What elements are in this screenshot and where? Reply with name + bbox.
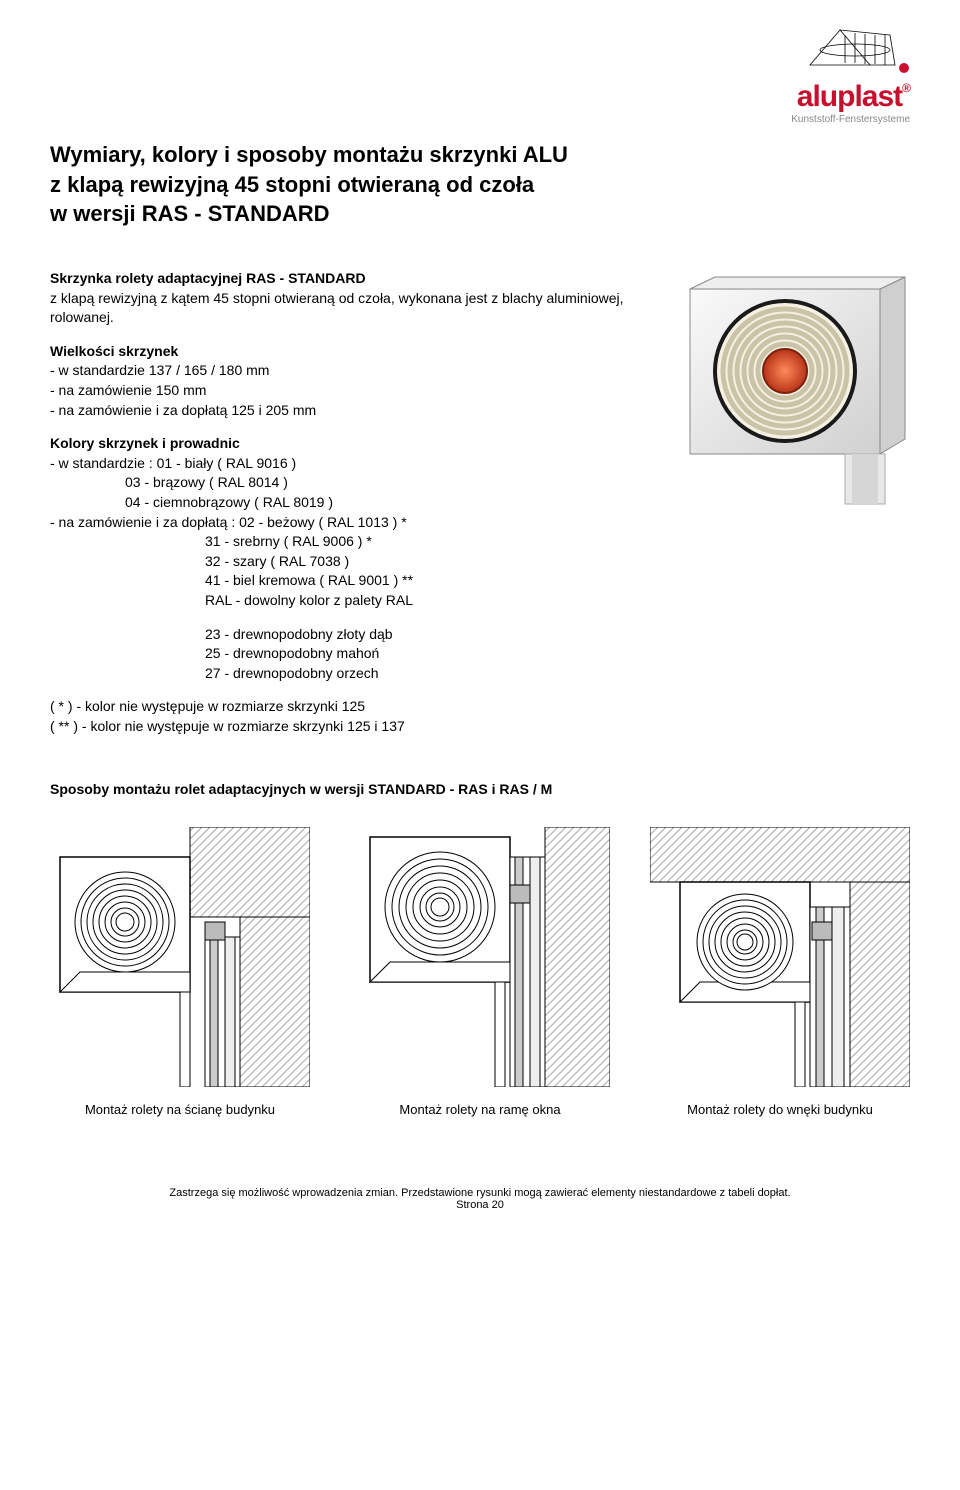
footer-line2: Strona 20 bbox=[456, 1199, 504, 1211]
color-o3: 32 - szary ( RAL 7038 ) bbox=[50, 553, 349, 569]
diagram-frame-icon bbox=[350, 827, 610, 1087]
footnotes: ( * ) - kolor nie występuje w rozmiarze … bbox=[50, 697, 650, 736]
text-column: Skrzynka rolety adaptacyjnej RAS - STAND… bbox=[50, 269, 650, 750]
content-row: Skrzynka rolety adaptacyjnej RAS - STAND… bbox=[50, 269, 910, 750]
title-line-3: w wersji RAS - STANDARD bbox=[50, 201, 330, 226]
page-title: Wymiary, kolory i sposoby montażu skrzyn… bbox=[50, 140, 910, 229]
color-o5: RAL - dowolny kolor z palety RAL bbox=[50, 592, 413, 608]
intro-paragraph: Skrzynka rolety adaptacyjnej RAS - STAND… bbox=[50, 269, 650, 328]
sizes-heading: Wielkości skrzynek bbox=[50, 343, 178, 359]
sizes-l3: - na zamówienie i za dopłatą 125 i 205 m… bbox=[50, 402, 316, 418]
std-prefix: - w standardzie : bbox=[50, 455, 157, 471]
logo-text: aluplast® bbox=[791, 82, 910, 112]
color-o2: 31 - srebrny ( RAL 9006 ) * bbox=[50, 533, 372, 549]
color-w3: 27 - drewnopodobny orzech bbox=[205, 665, 379, 681]
diagrams-row: Montaż rolety na ścianę budynku bbox=[50, 827, 910, 1117]
note-1: ( * ) - kolor nie występuje w rozmiarze … bbox=[50, 698, 365, 714]
logo-sketch-icon bbox=[800, 20, 910, 75]
footer-line1: Zastrzega się możliwość wprowadzenia zmi… bbox=[169, 1187, 790, 1199]
title-line-1: Wymiary, kolory i sposoby montażu skrzyn… bbox=[50, 142, 568, 167]
color-o1: 02 - beżowy ( RAL 1013 ) * bbox=[239, 514, 407, 530]
color-w1: 23 - drewnopodobny złoty dąb bbox=[205, 626, 393, 642]
colors-block: Kolory skrzynek i prowadnic - w standard… bbox=[50, 434, 650, 610]
intro-heading: Skrzynka rolety adaptacyjnej RAS - STAND… bbox=[50, 270, 366, 286]
brand-logo-area: aluplast® Kunststoff-Fenstersysteme bbox=[791, 20, 910, 125]
color-s3: 04 - ciemnobrązowy ( RAL 8019 ) bbox=[50, 494, 333, 510]
caption-3: Montaż rolety do wnęki budynku bbox=[650, 1102, 910, 1117]
colors-heading: Kolory skrzynek i prowadnic bbox=[50, 435, 240, 451]
note-2: ( ** ) - kolor nie występuje w rozmiarze… bbox=[50, 718, 405, 734]
color-s2: 03 - brązowy ( RAL 8014 ) bbox=[50, 474, 288, 490]
caption-1: Montaż rolety na ścianę budynku bbox=[50, 1102, 310, 1117]
sizes-l1: - w standardzie 137 / 165 / 180 mm bbox=[50, 362, 269, 378]
wood-colors: 23 - drewnopodobny złoty dąb 25 - drewno… bbox=[50, 625, 650, 684]
logo-subtitle: Kunststoff-Fenstersysteme bbox=[791, 114, 910, 125]
diagram-wall-icon bbox=[50, 827, 310, 1087]
caption-2: Montaż rolety na ramę okna bbox=[350, 1102, 610, 1117]
sizes-l2: - na zamówienie 150 mm bbox=[50, 382, 206, 398]
page-footer: Zastrzega się możliwość wprowadzenia zmi… bbox=[50, 1187, 910, 1211]
title-line-2: z klapą rewizyjną 45 stopni otwieraną od… bbox=[50, 172, 534, 197]
product-render-icon bbox=[680, 269, 910, 509]
logo-reg: ® bbox=[902, 81, 910, 95]
diagram-recess-icon bbox=[650, 827, 910, 1087]
color-s1: 01 - biały ( RAL 9016 ) bbox=[157, 455, 297, 471]
intro-body: z klapą rewizyjną z kątem 45 stopni otwi… bbox=[50, 290, 624, 326]
diagram-recess-mount: Montaż rolety do wnęki budynku bbox=[650, 827, 910, 1117]
color-w2: 25 - drewnopodobny mahoń bbox=[205, 645, 379, 661]
order-prefix: - na zamówienie i za dopłatą : bbox=[50, 514, 239, 530]
logo-brand: aluplast bbox=[797, 80, 902, 113]
diagram-frame-mount: Montaż rolety na ramę okna bbox=[350, 827, 610, 1117]
color-o4: 41 - biel kremowa ( RAL 9001 ) ** bbox=[50, 572, 413, 588]
mounting-heading: Sposoby montażu rolet adaptacyjnych w we… bbox=[50, 781, 910, 797]
diagram-wall-mount: Montaż rolety na ścianę budynku bbox=[50, 827, 310, 1117]
sizes-block: Wielkości skrzynek - w standardzie 137 /… bbox=[50, 342, 650, 420]
